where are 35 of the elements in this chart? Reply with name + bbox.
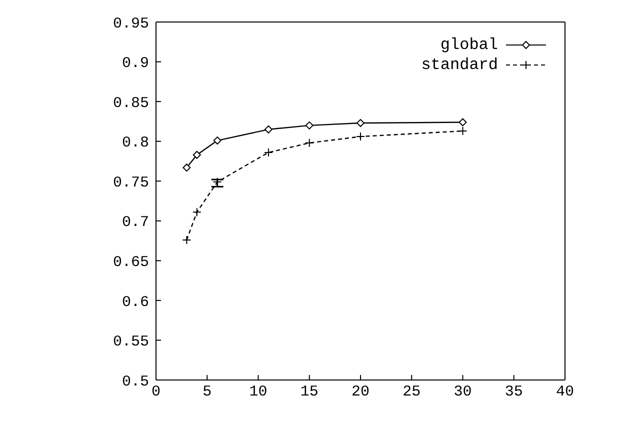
legend-label: standard: [421, 56, 498, 74]
point: [305, 121, 314, 130]
x-tick-label: 35: [504, 384, 523, 401]
point: [213, 136, 222, 145]
x-tick-label: 0: [151, 384, 161, 401]
y-tick-label: 0.7: [122, 214, 149, 232]
point: [458, 118, 467, 126]
y-tick-label: 0.8: [122, 134, 149, 152]
point: [356, 119, 364, 128]
point: [182, 235, 192, 244]
y-tick-label: 0.85: [112, 94, 149, 112]
point: [304, 138, 314, 148]
x-tick-label: 5: [202, 384, 212, 401]
point: [264, 148, 273, 157]
y-tick-label: 0.65: [112, 254, 149, 271]
y-tick-label: 0.75: [112, 174, 149, 192]
point: [192, 208, 202, 217]
point: [458, 126, 468, 136]
y-tick-label: 0.9: [122, 55, 149, 72]
y-tick-label: 0.6: [122, 294, 149, 311]
x-tick-label: 40: [556, 384, 574, 401]
legend-label: global: [440, 36, 498, 54]
point: [356, 132, 365, 142]
y-tick-label: 0.55: [112, 334, 149, 351]
x-tick-label: 20: [351, 384, 370, 401]
y-tick-label: 0.5: [122, 373, 149, 390]
point: [192, 150, 201, 159]
point: [212, 177, 222, 186]
x-tick-label: 25: [402, 384, 421, 401]
x-tick-label: 10: [249, 384, 268, 401]
x-tick-label: 15: [300, 384, 318, 401]
y-tick-label: 0.95: [112, 15, 149, 32]
x-tick-label: 30: [454, 384, 472, 401]
point: [264, 125, 272, 134]
point: [182, 164, 191, 172]
